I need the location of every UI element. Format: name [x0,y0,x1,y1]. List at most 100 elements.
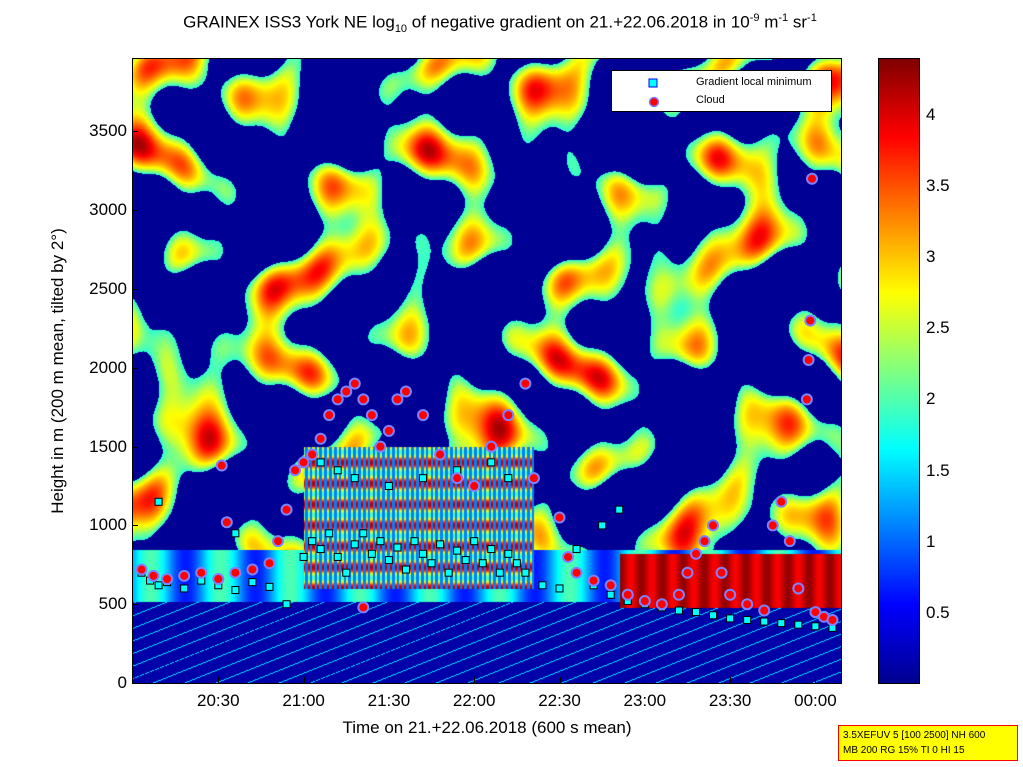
colorbar-tick-label: 0.5 [926,602,950,622]
title-sup1: -9 [749,12,760,24]
cloud-marker [775,495,788,508]
colorbar [878,58,920,684]
x-tick-mark [218,677,220,683]
cloud-marker [485,440,498,453]
gradient-minimum-marker [359,529,368,538]
y-tick-label: 500 [98,594,127,614]
cloud-marker [724,588,737,601]
settings-line-1: 3.5XEFUV 5 [100 2500] NH 600 [843,730,986,741]
y-tick-mark [132,289,138,291]
x-tick-label: 21:30 [367,691,411,710]
gradient-minimum-marker [231,586,240,595]
gradient-minimum-marker [154,581,163,590]
cloud-marker [707,519,720,532]
cloud-marker [365,409,378,422]
x-tick-label: 21:00 [282,691,325,710]
cloud-marker [434,448,447,461]
cloud-marker [468,480,481,493]
legend-label-cloud: Cloud [696,94,725,106]
y-tick-mark [132,683,138,684]
gradient-minimum-marker [333,466,342,475]
gradient-minimum-marker [376,537,385,546]
y-tick-label: 1000 [89,515,127,535]
cloud-marker [212,573,225,585]
cloud-marker [758,604,771,617]
legend-item-minimum: Gradient local minimum [612,74,831,92]
cloud-marker [802,353,815,366]
gradient-minimum-marker [231,529,240,538]
x-tick-mark [303,677,305,683]
cloud-marker [348,377,361,390]
cloud-marker [357,393,370,406]
gradient-minimum-marker [470,537,479,546]
cloud-marker [527,472,540,485]
cloud-marker [621,588,634,601]
colorbar-tick-label: 2 [926,389,936,409]
x-tick-mark [815,677,817,683]
gradient-minimum-marker [743,615,752,624]
gradient-minimum-marker [384,556,393,565]
cloud-marker [604,579,617,592]
cloud-marker [553,511,566,524]
gradient-minimum-marker [691,608,700,617]
title-sup3: -1 [807,12,817,24]
gradient-minimum-marker [504,549,513,558]
gradient-minimum-marker [393,543,402,552]
colorbar-tick-label: 3 [926,247,936,267]
gradient-minimum-marker [794,620,803,629]
title-sup2: -1 [778,12,789,24]
cloud-marker [306,448,319,461]
cloud-marker [689,547,702,560]
gradient-minimum-marker [367,549,376,558]
gradient-minimum-marker [308,537,317,546]
cloud-marker [587,574,600,587]
gradient-minimum-marker [538,581,547,590]
cloud-marker [804,314,817,327]
title-unit-mid: m [759,12,779,32]
gradient-minimum-marker [419,474,428,483]
cloud-marker [280,503,293,516]
gradient-minimum-marker [180,584,189,593]
x-tick-label: 20:30 [197,691,240,710]
y-tick-label: 0 [117,673,127,692]
x-tick-label: 23:30 [708,691,752,710]
gradient-minimum-marker [572,545,581,554]
cloud-marker [502,409,515,422]
colorbar-tick-label: 1.5 [926,460,950,480]
cloud-marker [519,377,532,390]
cloud-marker [417,409,430,422]
gradient-minimum-marker [316,545,325,554]
x-tick-mark [644,677,646,683]
gradient-minimum-marker [401,565,410,574]
cloud-marker [178,569,191,582]
cloud-marker [451,472,464,485]
gradient-minimum-marker [487,545,496,554]
cloud-marker [357,601,370,614]
cloud-marker [783,535,796,548]
title-middle: of negative gradient on 21.+22.06.2018 i… [407,12,750,32]
cloud-marker [220,516,233,529]
cloud-marker [272,535,285,548]
colorbar-tick-label: 4 [926,104,936,124]
cloud-marker [698,535,711,548]
gradient-minimum-marker [674,606,683,615]
y-axis-label: Height in m (200 m mean, tilted by 2°) [48,228,67,514]
cloud-marker [826,613,839,626]
marker-layer [135,172,839,632]
gradient-minimum-marker [461,556,470,565]
y-tick-mark [132,525,138,527]
gradient-minimum-marker [709,611,718,620]
cloud-marker [570,566,583,579]
gradient-minimum-marker [248,578,257,587]
gradient-minimum-marker [777,619,786,628]
cyan-square-icon [648,78,658,88]
gradient-minimum-marker [512,559,521,568]
x-tick-label: 22:00 [452,691,496,710]
y-tick-label: 3000 [89,200,127,220]
cloud-marker [331,393,344,406]
x-tick-label: 23:00 [623,691,667,710]
cloud-marker [672,588,685,601]
y-tick-label: 1500 [89,436,127,456]
gradient-minimum-marker [384,482,393,491]
y-tick-mark [132,446,138,448]
